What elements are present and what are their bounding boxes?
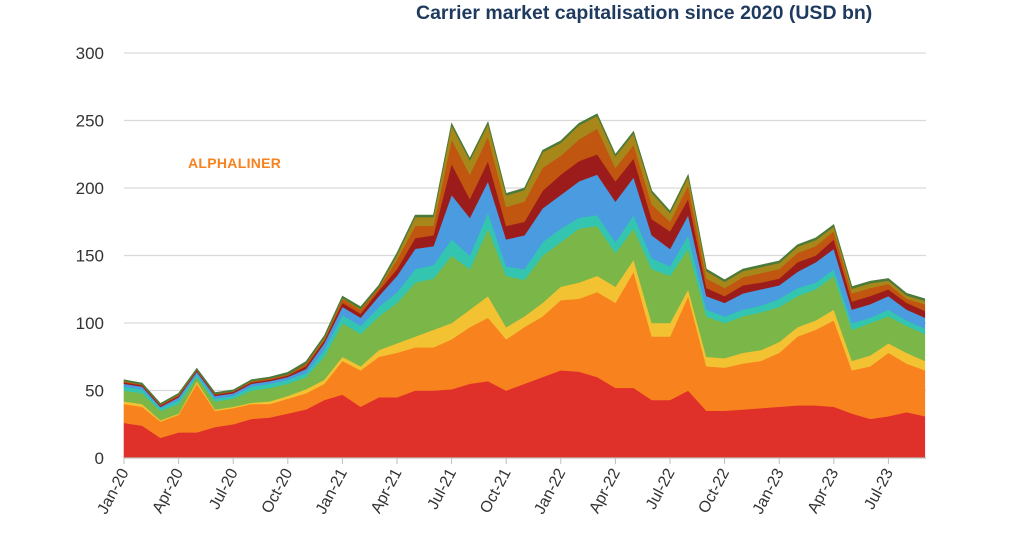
chart-title: Carrier market capitalisation since 2020… — [416, 2, 873, 24]
x-tick-label: Oct-21 — [477, 466, 515, 516]
y-tick-label: 100 — [76, 314, 104, 333]
x-tick-label: Jan-20 — [95, 466, 133, 517]
x-tick-label: Apr-21 — [368, 466, 406, 516]
y-tick-label: 0 — [95, 449, 104, 468]
x-tick-label: Jul-22 — [643, 466, 679, 513]
x-tick-label: Jul-23 — [861, 466, 897, 513]
x-tick-label: Apr-20 — [150, 466, 188, 516]
alphaliner-watermark: ALPHALINER — [188, 155, 282, 171]
x-axis: Jan-20 Apr-20 Jul-20 Oct-20 Jan-21 Apr-21 Jul-… — [95, 457, 926, 517]
y-tick-label: 50 — [85, 382, 104, 401]
x-tick-label: Jan-21 — [313, 466, 351, 517]
x-tick-label: Jan-23 — [750, 466, 788, 517]
y-tick-label: 300 — [76, 44, 104, 63]
y-tick-label: 250 — [76, 112, 104, 131]
y-tick-label: 150 — [76, 247, 104, 266]
x-tick-label: Jul-21 — [425, 466, 461, 513]
x-tick-label: Apr-23 — [805, 466, 843, 516]
x-tick-label: Oct-20 — [259, 466, 297, 516]
x-tick-label: Oct-22 — [696, 466, 734, 516]
y-tick-label: 200 — [76, 179, 104, 198]
area-series-10 — [123, 113, 926, 406]
area-series — [123, 113, 926, 459]
y-axis: 0 50 100 150 200 250 300 — [76, 44, 104, 468]
x-tick-label: Jul-20 — [206, 466, 242, 513]
x-tick-label: Apr-22 — [586, 466, 624, 516]
x-tick-label: Jan-22 — [531, 466, 569, 517]
